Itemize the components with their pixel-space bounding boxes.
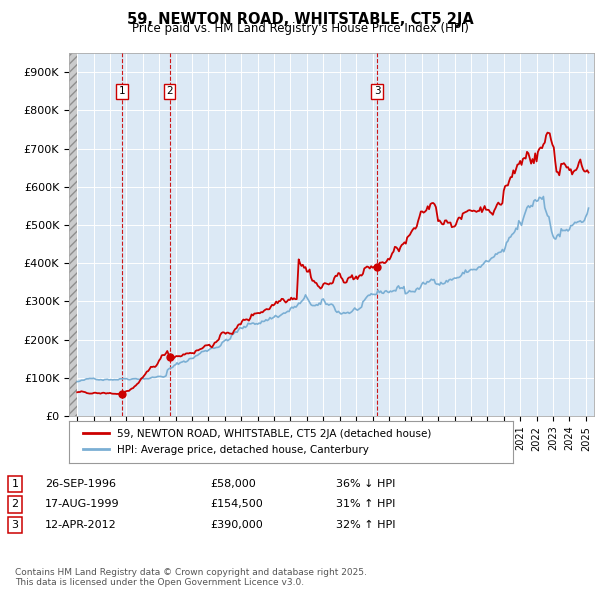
Text: 17-AUG-1999: 17-AUG-1999 [45, 500, 119, 509]
Text: £58,000: £58,000 [210, 479, 256, 489]
Text: £154,500: £154,500 [210, 500, 263, 509]
Text: 26-SEP-1996: 26-SEP-1996 [45, 479, 116, 489]
Bar [69, 53, 77, 416]
Text: 31% ↑ HPI: 31% ↑ HPI [336, 500, 395, 509]
Text: 1: 1 [11, 479, 19, 489]
Text: 59, NEWTON ROAD, WHITSTABLE, CT5 2JA: 59, NEWTON ROAD, WHITSTABLE, CT5 2JA [127, 12, 473, 27]
Text: £390,000: £390,000 [210, 520, 263, 530]
Text: 3: 3 [374, 86, 380, 96]
Legend: 59, NEWTON ROAD, WHITSTABLE, CT5 2JA (detached house), HPI: Average price, detac: 59, NEWTON ROAD, WHITSTABLE, CT5 2JA (de… [79, 425, 436, 459]
Text: Contains HM Land Registry data © Crown copyright and database right 2025.
This d: Contains HM Land Registry data © Crown c… [15, 568, 367, 587]
Text: 2: 2 [11, 500, 19, 509]
Text: 2: 2 [166, 86, 173, 96]
Text: 1: 1 [119, 86, 125, 96]
Text: 32% ↑ HPI: 32% ↑ HPI [336, 520, 395, 530]
Text: 36% ↓ HPI: 36% ↓ HPI [336, 479, 395, 489]
Text: 3: 3 [11, 520, 19, 530]
Text: 12-APR-2012: 12-APR-2012 [45, 520, 117, 530]
Text: Price paid vs. HM Land Registry's House Price Index (HPI): Price paid vs. HM Land Registry's House … [131, 22, 469, 35]
